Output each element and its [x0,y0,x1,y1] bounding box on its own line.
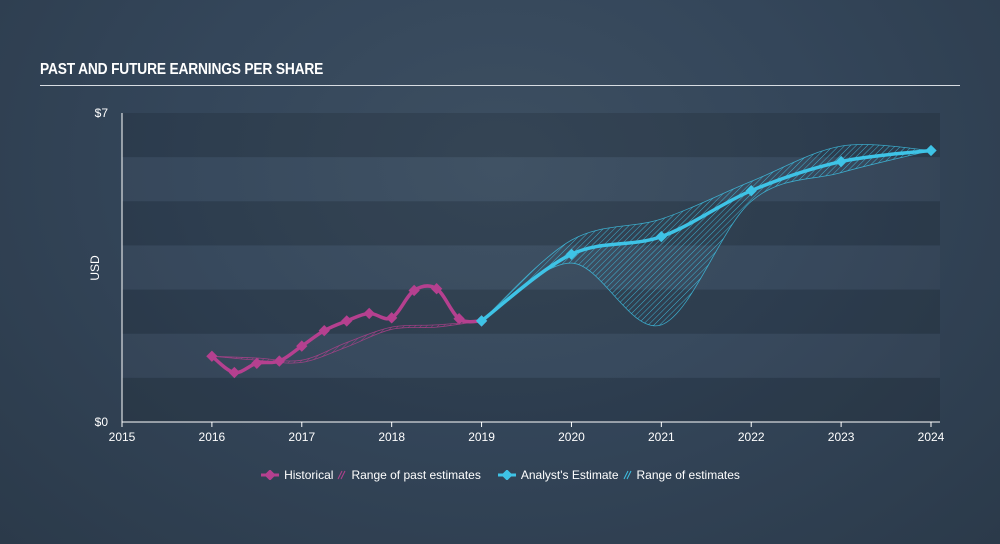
historical-point[interactable] [206,350,218,362]
x-tick-label: 2024 [918,430,945,444]
historical-point[interactable] [386,312,398,324]
historical-point[interactable] [453,313,465,325]
x-tick-label: 2023 [828,430,855,444]
y-axis-label: USD [88,255,102,281]
x-tick-label: 2015 [109,430,136,444]
estimate-line [479,148,933,323]
x-tick-label: 2020 [558,430,585,444]
estimate-point[interactable] [835,155,847,168]
legend-historical[interactable]: Historical Range of past estimates [260,468,481,482]
estimate-point[interactable] [925,144,937,157]
x-tick-label: 2022 [738,430,765,444]
historical-point[interactable] [228,366,241,379]
historical-point[interactable] [430,283,443,295]
x-tick-label: 2021 [648,430,675,444]
legend-past-range-label: Range of past estimates [351,468,481,482]
x-tick-label: 2016 [199,430,226,444]
estimate-point[interactable] [655,230,667,243]
grid-band [122,289,940,334]
x-tick-label: 2018 [378,430,405,444]
legend: Historical Range of past estimates Analy… [0,468,1000,482]
estimate-point[interactable] [475,315,488,327]
legend-estimate-range-label: Range of estimates [636,468,740,482]
grid-band [122,113,940,158]
historical-point[interactable] [318,324,330,337]
y-tick-label: $7 [95,106,109,120]
x-tick-label: 2017 [288,430,315,444]
historical-marker-icon [261,470,280,480]
estimate-range-hatch-icon [623,470,631,480]
legend-historical-label: Historical [284,468,334,482]
y-axis-ticks: $0 $7 [95,106,109,429]
estimate-point[interactable] [745,185,757,197]
grid-band [122,201,940,246]
legend-estimate-label: Analyst's Estimate [520,468,619,482]
y-tick-label: $0 [95,415,109,429]
historical-point[interactable] [296,340,308,352]
title-divider [40,85,960,86]
historical-point[interactable] [273,355,285,367]
historical-point[interactable] [363,307,375,320]
x-axis-ticks: 2015 2016 2017 2018 2019 2020 2021 2022 2023 2024 [109,422,945,444]
estimate-marker-icon [497,470,516,480]
historical-point[interactable] [408,284,420,297]
estimate-point[interactable] [565,248,578,260]
grid-band [122,377,940,422]
past-range-hatch-icon [337,470,346,480]
data-series [206,144,937,379]
x-tick-label: 2019 [468,430,495,444]
chart-title: PAST AND FUTURE EARNINGS PER SHARE [40,61,324,78]
legend-estimate[interactable]: Analyst's Estimate Range of estimates [497,468,740,482]
historical-point[interactable] [341,315,353,327]
grid-bands [122,113,940,422]
